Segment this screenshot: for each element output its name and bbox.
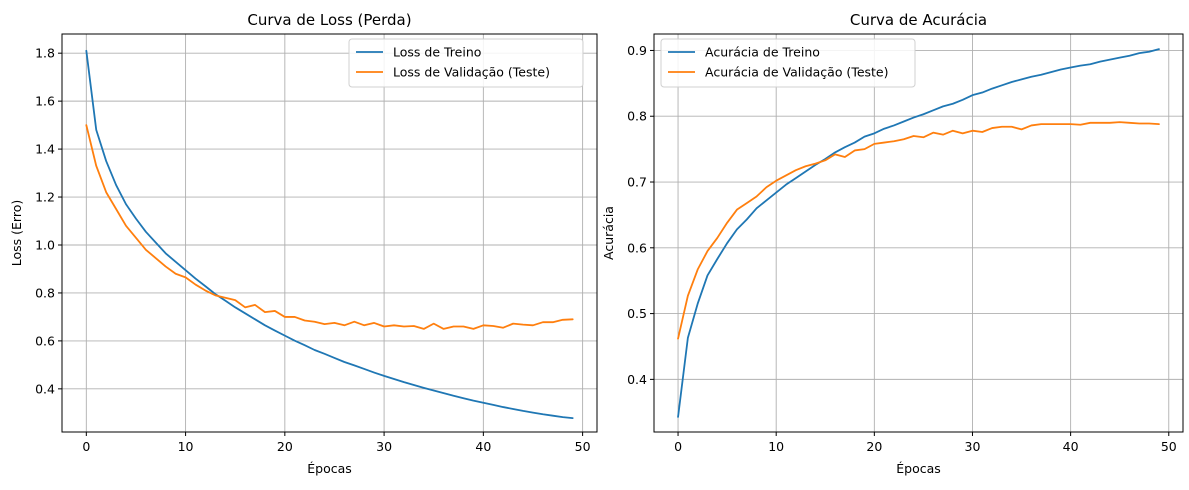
- chart-accuracy-xtick-label: 30: [965, 439, 981, 454]
- chart-loss-ytick-label: 0.8: [35, 285, 55, 300]
- chart-accuracy-legend: Acurácia de Treino Acurácia de Validação …: [660, 38, 916, 88]
- chart-loss-series-0-line: [85, 49, 574, 419]
- chart-accuracy-legend-box: [660, 38, 916, 88]
- chart-accuracy-xtick-label: 20: [866, 439, 882, 454]
- chart-loss-ytick-label: 0.4: [35, 381, 55, 396]
- chart-accuracy-ytick-label: 0.5: [627, 306, 647, 321]
- chart-loss-xtick-label: 0: [82, 439, 90, 454]
- chart-loss-ytick-label: 1.6: [35, 94, 55, 109]
- chart-loss-legend-label-0: Loss de Treino: [393, 45, 481, 60]
- chart-loss-xtick-label: 40: [475, 439, 491, 454]
- chart-loss-ytick-label: 1.4: [35, 142, 55, 157]
- chart-accuracy-xtick-label: 0: [674, 439, 682, 454]
- chart-accuracy-title: Curva de Acurácia: [850, 11, 987, 29]
- chart-accuracy-ytick-label: 0.4: [627, 372, 647, 387]
- chart-accuracy-ytick-label: 0.7: [627, 175, 647, 190]
- chart-loss-xtick-label: 20: [277, 439, 293, 454]
- chart-loss-xtick-label: 10: [178, 439, 194, 454]
- chart-accuracy-legend-label-0: Acurácia de Treino: [705, 45, 820, 60]
- chart-accuracy-xtick-label: 40: [1063, 439, 1079, 454]
- chart-loss-legend: Loss de Treino Loss de Validação (Teste): [348, 38, 584, 88]
- chart-accuracy-xtick-label: 50: [1161, 439, 1177, 454]
- chart-loss-legend-label-1: Loss de Validação (Teste): [393, 65, 550, 80]
- chart-loss-series-1-line: [85, 124, 574, 330]
- chart-loss-ylabel: Loss (Erro): [9, 200, 24, 266]
- chart-accuracy-group: 0 10 20 30 40 50 0.4 0.5 0.6 0.7 0.8 0.9 Curva de Ac…: [601, 11, 1184, 476]
- chart-loss-plot-frame: [61, 33, 598, 433]
- chart-loss-xlabel: Épocas: [307, 461, 352, 476]
- chart-loss-xtick-label: 50: [575, 439, 591, 454]
- chart-accuracy-ytick-label: 0.6: [627, 240, 647, 255]
- chart-loss-xtick-label: 30: [376, 439, 392, 454]
- chart-accuracy-ytick-label: 0.9: [627, 43, 647, 58]
- chart-accuracy-plot-frame: [653, 33, 1184, 433]
- chart-loss-group: 0 10 20 30 40 50 0.4 0.6 0.8 1.0 1.2 1.4 1.6 1.8 Curva…: [9, 11, 598, 476]
- chart-loss-title: Curva de Loss (Perda): [247, 11, 411, 29]
- chart-accuracy-series-1-line: [677, 121, 1160, 340]
- chart-accuracy-xtick-label: 10: [768, 439, 784, 454]
- chart-accuracy-xlabel: Épocas: [896, 461, 941, 476]
- chart-loss-ytick-label: 1.2: [35, 190, 55, 205]
- chart-loss-ytick-label: 1.8: [35, 46, 55, 61]
- chart-accuracy-series-0-line: [677, 48, 1160, 418]
- chart-loss-ytick-label: 0.6: [35, 333, 55, 348]
- chart-loss-ytick-label: 1.0: [35, 237, 55, 252]
- chart-accuracy-legend-label-1: Acurácia de Validação (Teste): [705, 65, 889, 80]
- chart-accuracy-ytick-label: 0.8: [627, 109, 647, 124]
- chart-loss-legend-box: [348, 38, 584, 88]
- chart-accuracy-ylabel: Acurácia: [601, 206, 616, 260]
